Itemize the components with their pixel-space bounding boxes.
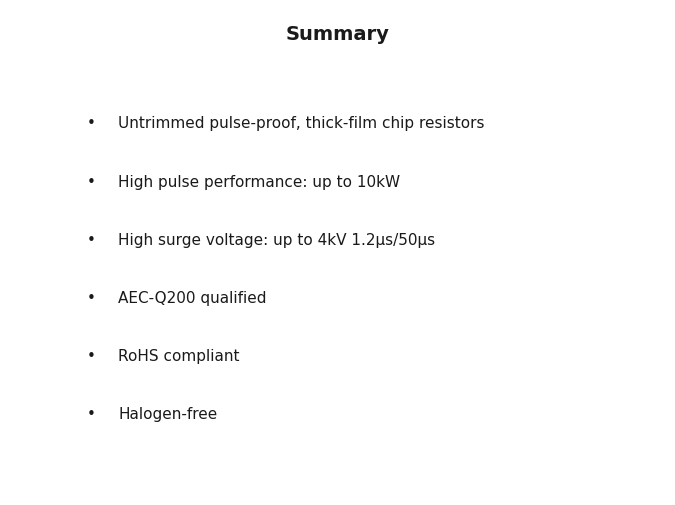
Text: Summary: Summary	[286, 25, 389, 44]
Text: •: •	[86, 232, 96, 247]
Text: High surge voltage: up to 4kV 1.2μs/50μs: High surge voltage: up to 4kV 1.2μs/50μs	[118, 232, 435, 247]
Text: RoHS compliant: RoHS compliant	[118, 348, 240, 364]
Text: •: •	[86, 290, 96, 306]
Text: Halogen-free: Halogen-free	[118, 407, 217, 422]
Text: AEC-Q200 qualified: AEC-Q200 qualified	[118, 290, 267, 306]
Text: •: •	[86, 407, 96, 422]
Text: •: •	[86, 116, 96, 131]
Text: High pulse performance: up to 10kW: High pulse performance: up to 10kW	[118, 174, 400, 189]
Text: Untrimmed pulse-proof, thick-film chip resistors: Untrimmed pulse-proof, thick-film chip r…	[118, 116, 485, 131]
Text: •: •	[86, 174, 96, 189]
Text: •: •	[86, 348, 96, 364]
